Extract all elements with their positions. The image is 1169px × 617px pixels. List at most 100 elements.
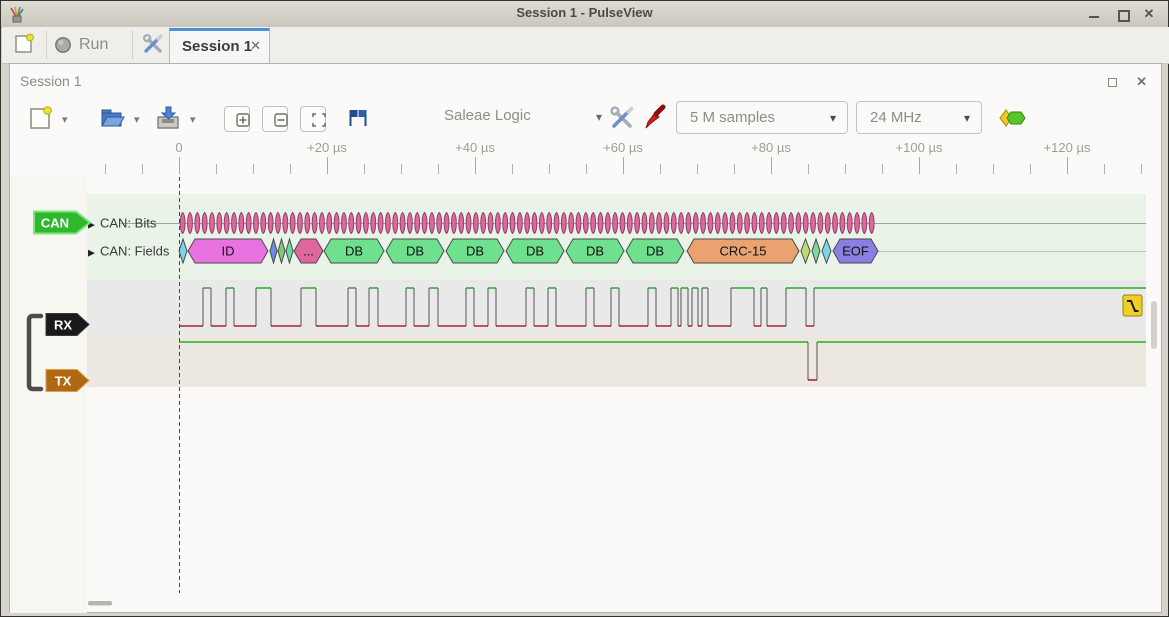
can-bit-annotation xyxy=(656,211,663,235)
can-bit-annotation xyxy=(854,211,860,235)
float-window-button[interactable] xyxy=(1107,77,1119,89)
can-bit-annotation xyxy=(546,211,553,235)
can-bit-annotation xyxy=(216,211,223,235)
sample-rate-value: 24 MHz xyxy=(870,109,922,126)
can-bit-annotation xyxy=(209,211,215,235)
run-button[interactable]: Run xyxy=(54,30,130,60)
can-bit-annotation xyxy=(319,211,325,235)
run-label: Run xyxy=(79,36,109,53)
can-bit-annotation xyxy=(707,211,714,235)
can-bit-annotation xyxy=(326,211,333,235)
can-bit-annotation xyxy=(568,211,575,235)
show-cursors-button[interactable] xyxy=(344,106,374,133)
rx-trace-tag[interactable] xyxy=(45,313,90,336)
ruler-major-tick xyxy=(179,157,180,174)
bits-expand-icon[interactable]: ▶ xyxy=(88,220,95,230)
can-bit-annotation xyxy=(648,211,655,235)
tx-signal-edges xyxy=(807,342,818,380)
zoom-in-button[interactable] xyxy=(224,106,250,132)
open-dropdown-arrow[interactable]: ▾ xyxy=(134,114,140,126)
can-field-annotation xyxy=(385,238,445,264)
can-bit-annotation xyxy=(700,211,706,235)
sample-rate-select[interactable]: 24 MHz ▾ xyxy=(856,101,982,134)
ruler-minor-tick xyxy=(993,164,994,174)
can-bit-annotation xyxy=(494,211,501,235)
ruler-tick-label: +60 µs xyxy=(603,140,643,155)
ruler-minor-tick xyxy=(105,164,106,174)
horizontal-scrollbar-thumb[interactable] xyxy=(88,601,112,606)
can-bit-annotation xyxy=(575,211,582,235)
can-field-annotation xyxy=(821,237,832,265)
sample-count-select[interactable]: 5 M samples ▾ xyxy=(676,101,848,134)
session-title: Session 1 xyxy=(20,73,82,89)
can-trace-tag[interactable] xyxy=(33,210,92,235)
can-bit-annotation xyxy=(414,211,421,235)
minimize-button[interactable] xyxy=(1084,6,1106,22)
channel-group-bracket[interactable] xyxy=(26,313,44,392)
can-bit-annotation xyxy=(289,211,296,235)
can-field-annotation xyxy=(686,238,800,264)
can-field-annotation xyxy=(800,237,811,265)
new-view-button[interactable] xyxy=(26,104,54,135)
new-dropdown-arrow[interactable]: ▾ xyxy=(62,114,68,126)
sample-count-value: 5 M samples xyxy=(690,109,776,126)
tab-close-icon[interactable]: ✕ xyxy=(250,38,261,53)
fields-expand-icon[interactable]: ▶ xyxy=(88,248,95,258)
configure-channels-button[interactable] xyxy=(642,104,670,135)
can-bit-annotation xyxy=(179,211,186,235)
session-close-button[interactable]: ✕ xyxy=(1136,74,1147,89)
restore-icon xyxy=(1108,78,1117,87)
device-select[interactable]: Saleae Logic ▾ xyxy=(430,101,616,133)
decoder-badge-icon xyxy=(999,109,1026,127)
can-bit-annotation xyxy=(223,211,230,235)
save-dropdown-arrow[interactable]: ▾ xyxy=(190,114,196,126)
can-bit-annotation xyxy=(846,211,853,235)
can-bit-annotation xyxy=(714,211,721,235)
vertical-scrollbar-thumb[interactable] xyxy=(1151,301,1157,349)
tab-session-1[interactable]: Session 1 ✕ xyxy=(169,28,270,63)
ruler-minor-tick xyxy=(364,164,365,174)
decoder-row-label-fields[interactable]: CAN: Fields xyxy=(100,244,170,259)
ruler-tick-label: +100 µs xyxy=(895,140,943,155)
can-field-label: DB xyxy=(526,244,544,259)
ruler-major-tick xyxy=(623,157,624,174)
ruler-minor-tick xyxy=(808,164,809,174)
can-bit-annotation xyxy=(341,211,347,235)
can-field-annotation xyxy=(178,237,188,265)
can-bit-annotation xyxy=(839,211,846,235)
can-bit-annotation xyxy=(832,211,838,235)
can-bit-annotation xyxy=(406,211,413,235)
can-bit-annotation xyxy=(260,211,267,235)
can-bit-annotation xyxy=(370,211,377,235)
maximize-button[interactable] xyxy=(1112,6,1134,22)
can-bit-annotation xyxy=(678,211,685,235)
close-button[interactable]: ✕ xyxy=(1143,6,1155,21)
can-bit-annotation xyxy=(377,211,384,235)
zoom-fit-icon xyxy=(312,113,326,127)
configure-device-button[interactable] xyxy=(608,104,636,135)
decoder-row-label-bits[interactable]: CAN: Bits xyxy=(100,216,157,231)
tx-trace-tag[interactable] xyxy=(45,369,90,392)
can-bit-annotation xyxy=(385,211,391,235)
can-bit-annotation xyxy=(634,211,641,235)
can-tag-label: CAN xyxy=(41,216,69,231)
ruler-tick-label: +120 µs xyxy=(1043,140,1091,155)
zoom-out-button[interactable] xyxy=(262,106,288,132)
can-bit-annotation xyxy=(443,211,450,235)
sample-count-arrow: ▾ xyxy=(829,111,836,125)
can-bit-annotation xyxy=(282,211,289,235)
add-decoder-button[interactable] xyxy=(998,108,1028,131)
cursor-flags-icon xyxy=(349,110,367,126)
run-circle-icon xyxy=(55,37,71,53)
ruler-tick-label: +40 µs xyxy=(455,140,495,155)
new-session-button[interactable] xyxy=(8,30,40,60)
open-button[interactable] xyxy=(98,104,126,135)
titlebar[interactable]: Session 1 - PulseView ✕ xyxy=(1,1,1168,28)
can-bit-annotation xyxy=(253,211,259,235)
zoom-fit-button[interactable] xyxy=(300,106,326,132)
save-button[interactable] xyxy=(154,104,182,135)
window-title: Session 1 - PulseView xyxy=(516,5,653,20)
save-icon xyxy=(157,106,179,129)
time-ruler[interactable]: 0 +20 µs +40 µs +60 µs +80 µs +100 µs +120 µs xyxy=(10,138,1160,176)
settings-button[interactable] xyxy=(138,30,168,60)
